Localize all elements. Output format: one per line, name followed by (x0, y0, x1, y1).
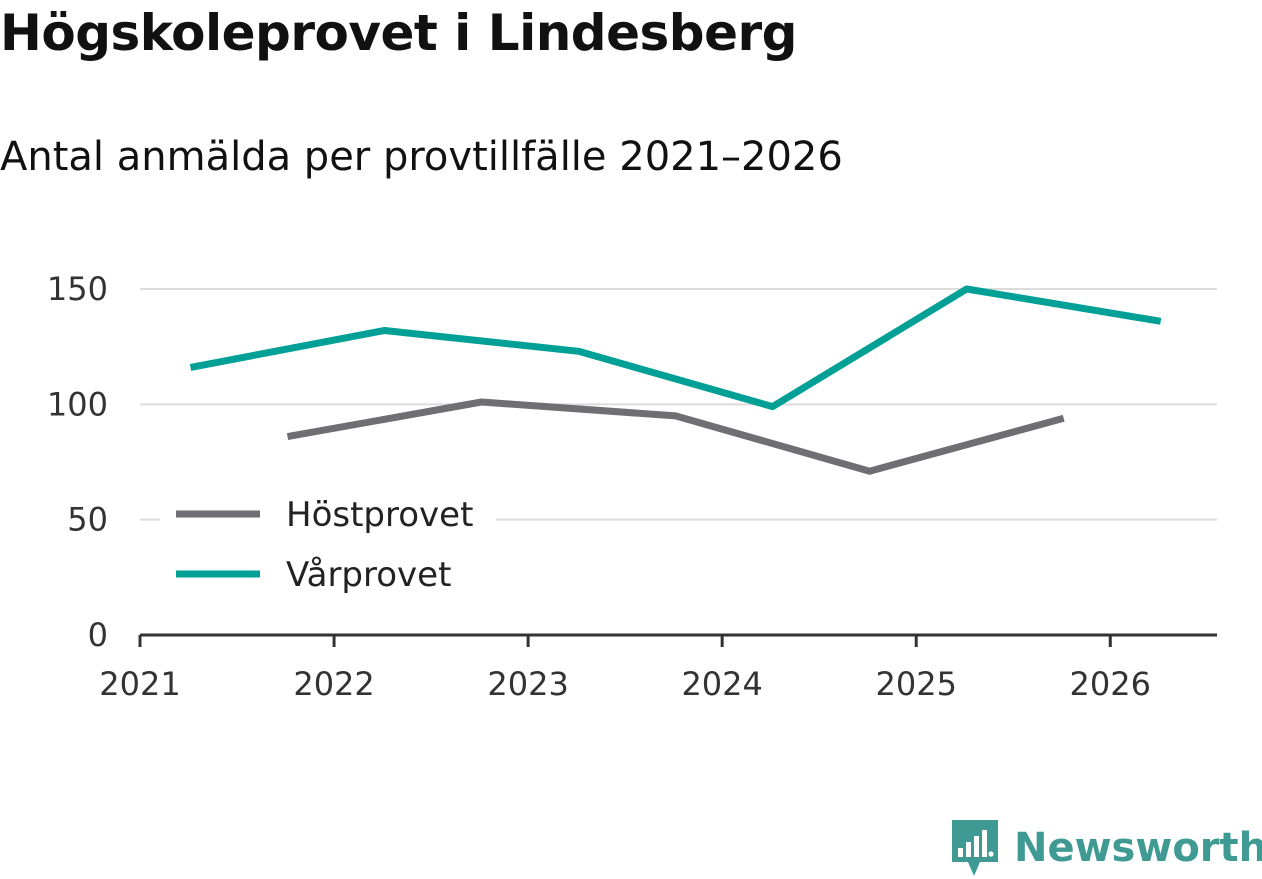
series-line-h-stprovet (286, 398, 1065, 475)
y-tick-label: 0 (88, 616, 108, 654)
legend-background (160, 488, 496, 608)
axes: 0 50 100 150 2021 2022 2023 2024 2025 2026 (47, 270, 1217, 703)
y-tick-label: 50 (67, 501, 108, 539)
x-tick-label: 2023 (487, 665, 568, 703)
x-tick-label: 2021 (99, 665, 180, 703)
logo-text: Newsworthy (1014, 825, 1262, 871)
x-tick-label: 2025 (875, 665, 956, 703)
series-lines (189, 285, 1162, 475)
y-tick-label: 150 (47, 270, 108, 308)
y-tick-label: 100 (47, 385, 108, 423)
legend-label: Vårprovet (286, 555, 451, 595)
legend-label: Höstprovet (286, 495, 473, 535)
chart-subtitle: Antal anmälda per provtillfälle 2021–202… (0, 134, 843, 180)
newsworthy-bar-chart-icon (952, 820, 998, 876)
x-tick-label: 2022 (293, 665, 374, 703)
series-line-v-rprovet (189, 285, 1162, 411)
newsworthy-logo: Newsworthy (950, 818, 1262, 878)
x-tick-label: 2024 (681, 665, 762, 703)
chart-title: Högskoleprovet i Lindesberg (0, 4, 797, 62)
legend: Höstprovet Vårprovet (160, 488, 496, 608)
grid-lines (140, 288, 1217, 521)
x-tick-label: 2026 (1070, 665, 1151, 703)
